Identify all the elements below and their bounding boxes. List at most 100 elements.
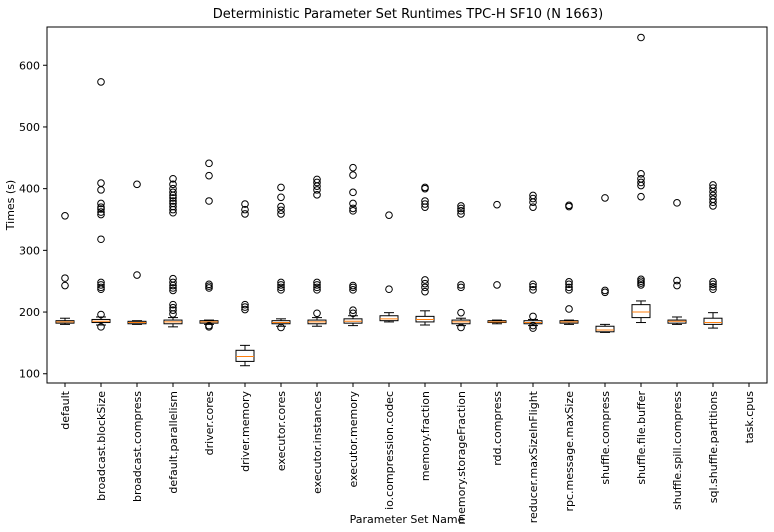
outlier-point: [529, 203, 537, 211]
x-tick-label: shuffle.compress: [599, 391, 612, 485]
outlier-point: [313, 191, 321, 199]
outlier-point: [133, 271, 141, 279]
outlier-point: [349, 281, 357, 290]
outlier-point: [169, 202, 177, 211]
x-tick-label: broadcast.compress: [131, 391, 144, 502]
box-iqr: [595, 325, 615, 333]
box-broadcast-blocksize: [91, 78, 111, 331]
x-tick-label: broadcast.blockSize: [95, 391, 108, 501]
outlier-point: [97, 210, 105, 219]
plot-area: [55, 33, 723, 367]
outlier-point: [529, 194, 537, 203]
box-iqr: [703, 317, 723, 325]
outlier-point: [97, 78, 105, 86]
outlier-point: [97, 310, 105, 319]
outlier-point: [313, 281, 321, 289]
outlier-point: [493, 200, 501, 209]
x-tick-label: executor.memory: [347, 391, 360, 488]
outlier-point: [61, 281, 69, 290]
outlier-point: [169, 194, 177, 202]
outlier-point: [565, 305, 573, 313]
outlier-point: [313, 178, 321, 187]
outlier-point: [349, 306, 357, 314]
outlier-point: [169, 306, 177, 314]
outlier-point: [637, 275, 645, 284]
outlier-point: [97, 186, 105, 194]
outlier-point: [637, 170, 645, 178]
outlier-point: [205, 171, 213, 180]
outlier-point: [241, 305, 249, 314]
outlier-point: [709, 184, 717, 192]
outlier-point: [169, 284, 177, 292]
x-tick-label: default: [59, 390, 72, 429]
outlier-point: [277, 183, 285, 192]
outlier-point: [169, 199, 177, 208]
outlier-point: [205, 159, 213, 168]
outlier-point: [277, 283, 285, 292]
box-executor-cores: [271, 183, 291, 332]
outlier-point: [457, 283, 465, 292]
outlier-point: [97, 323, 105, 331]
outlier-point: [277, 286, 285, 294]
outlier-point: [565, 283, 573, 292]
outlier-point: [637, 174, 645, 183]
outlier-point: [529, 282, 537, 291]
outlier-point: [709, 278, 717, 286]
outlier-point: [349, 204, 357, 213]
outlier-point: [637, 178, 645, 187]
outlier-point: [529, 191, 537, 200]
outlier-point: [277, 210, 285, 218]
x-tick-label: sql.shuffle.partitions: [707, 391, 720, 504]
outlier-point: [601, 194, 609, 202]
outlier-point: [637, 192, 645, 201]
x-tick-label: driver.memory: [239, 391, 252, 472]
box-broadcast-compress: [127, 180, 147, 325]
outlier-point: [205, 280, 213, 289]
outlier-point: [241, 210, 249, 218]
box-default: [55, 211, 75, 325]
outlier-point: [565, 201, 573, 210]
outlier-point: [97, 199, 105, 208]
outlier-point: [313, 186, 321, 194]
outlier-point: [457, 210, 465, 218]
x-tick-label: default.parallelism: [167, 391, 180, 494]
outlier-point: [565, 278, 573, 286]
box-io-compression-codec: [379, 211, 399, 323]
outlier-point: [673, 281, 681, 290]
outlier-point: [169, 174, 177, 183]
box-memory-fraction: [415, 183, 435, 326]
outlier-point: [97, 281, 105, 289]
x-tick-label: rpc.message.maxSize: [563, 391, 576, 512]
box-executor-instances: [307, 175, 327, 327]
box-shuffle-compress: [595, 194, 615, 333]
y-tick-label: 600: [19, 59, 40, 72]
outlier-point: [169, 278, 177, 287]
outlier-point: [97, 203, 105, 211]
outlier-point: [565, 286, 573, 294]
outlier-point: [313, 283, 321, 292]
outlier-point: [349, 207, 357, 215]
outlier-point: [421, 183, 429, 192]
y-tick-label: 400: [19, 183, 40, 196]
outlier-point: [277, 202, 285, 211]
outlier-point: [313, 309, 321, 318]
outlier-point: [709, 181, 717, 189]
outlier-point: [277, 206, 285, 215]
box-sql-shuffle-partitions: [703, 181, 723, 329]
outlier-point: [385, 211, 393, 219]
x-tick-label: shuffle.spill.compress: [671, 391, 684, 510]
outlier-point: [349, 199, 357, 208]
outlier-point: [457, 207, 465, 215]
y-tick-label: 200: [19, 306, 40, 319]
outlier-point: [673, 276, 681, 285]
outlier-point: [673, 199, 681, 207]
outlier-point: [205, 197, 213, 205]
outlier-point: [457, 204, 465, 213]
outlier-point: [637, 33, 645, 42]
plot-frame: [46, 26, 768, 384]
x-tick-label: shuffle.file.buffer: [635, 391, 648, 485]
outlier-point: [421, 283, 429, 292]
box-shuffle-file-buffer: [631, 33, 651, 324]
outlier-point: [421, 276, 429, 284]
